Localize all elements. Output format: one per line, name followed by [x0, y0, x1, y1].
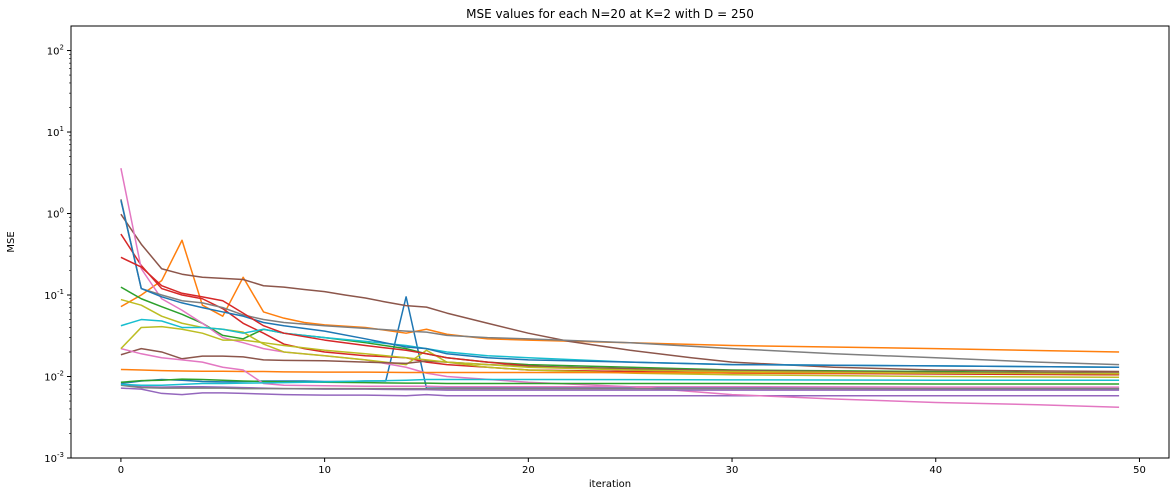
series-line-20 [120, 378, 1120, 387]
y-tick-label: 100 [47, 207, 64, 221]
x-axis: 0 10 20 30 40 50 [118, 458, 1146, 476]
x-axis-label: iteration [589, 479, 631, 490]
series-line-18 [120, 384, 1120, 390]
x-tick-label: 30 [726, 465, 739, 476]
series-line-8 [120, 199, 1120, 366]
series-line-16 [120, 347, 1120, 374]
y-tick-label: 10-2 [44, 370, 64, 384]
x-tick-label: 50 [1133, 465, 1146, 476]
y-axis: 10-3 10-2 10-1 100 101 102 [44, 44, 71, 465]
y-tick-label: 10-3 [44, 451, 64, 465]
series-line-12 [120, 368, 1120, 374]
series-line-5 [120, 387, 1120, 397]
x-tick-label: 40 [929, 465, 942, 476]
series-layer [120, 168, 1120, 408]
series-line-17 [120, 347, 1120, 388]
y-tick-label: 102 [47, 44, 64, 58]
x-tick-label: 0 [118, 465, 124, 476]
y-tick-label: 101 [47, 125, 64, 139]
x-tick-label: 10 [318, 465, 331, 476]
series-line-6 [120, 213, 1120, 373]
chart-title: MSE values for each N=20 at K=2 with D =… [466, 7, 754, 21]
y-axis-label: MSE [6, 231, 17, 252]
y-tick-label: 10-1 [44, 288, 64, 302]
series-line-11 [120, 200, 1120, 368]
plot-frame [70, 25, 1170, 459]
x-tick-label: 20 [522, 465, 535, 476]
series-line-19 [120, 325, 1120, 375]
